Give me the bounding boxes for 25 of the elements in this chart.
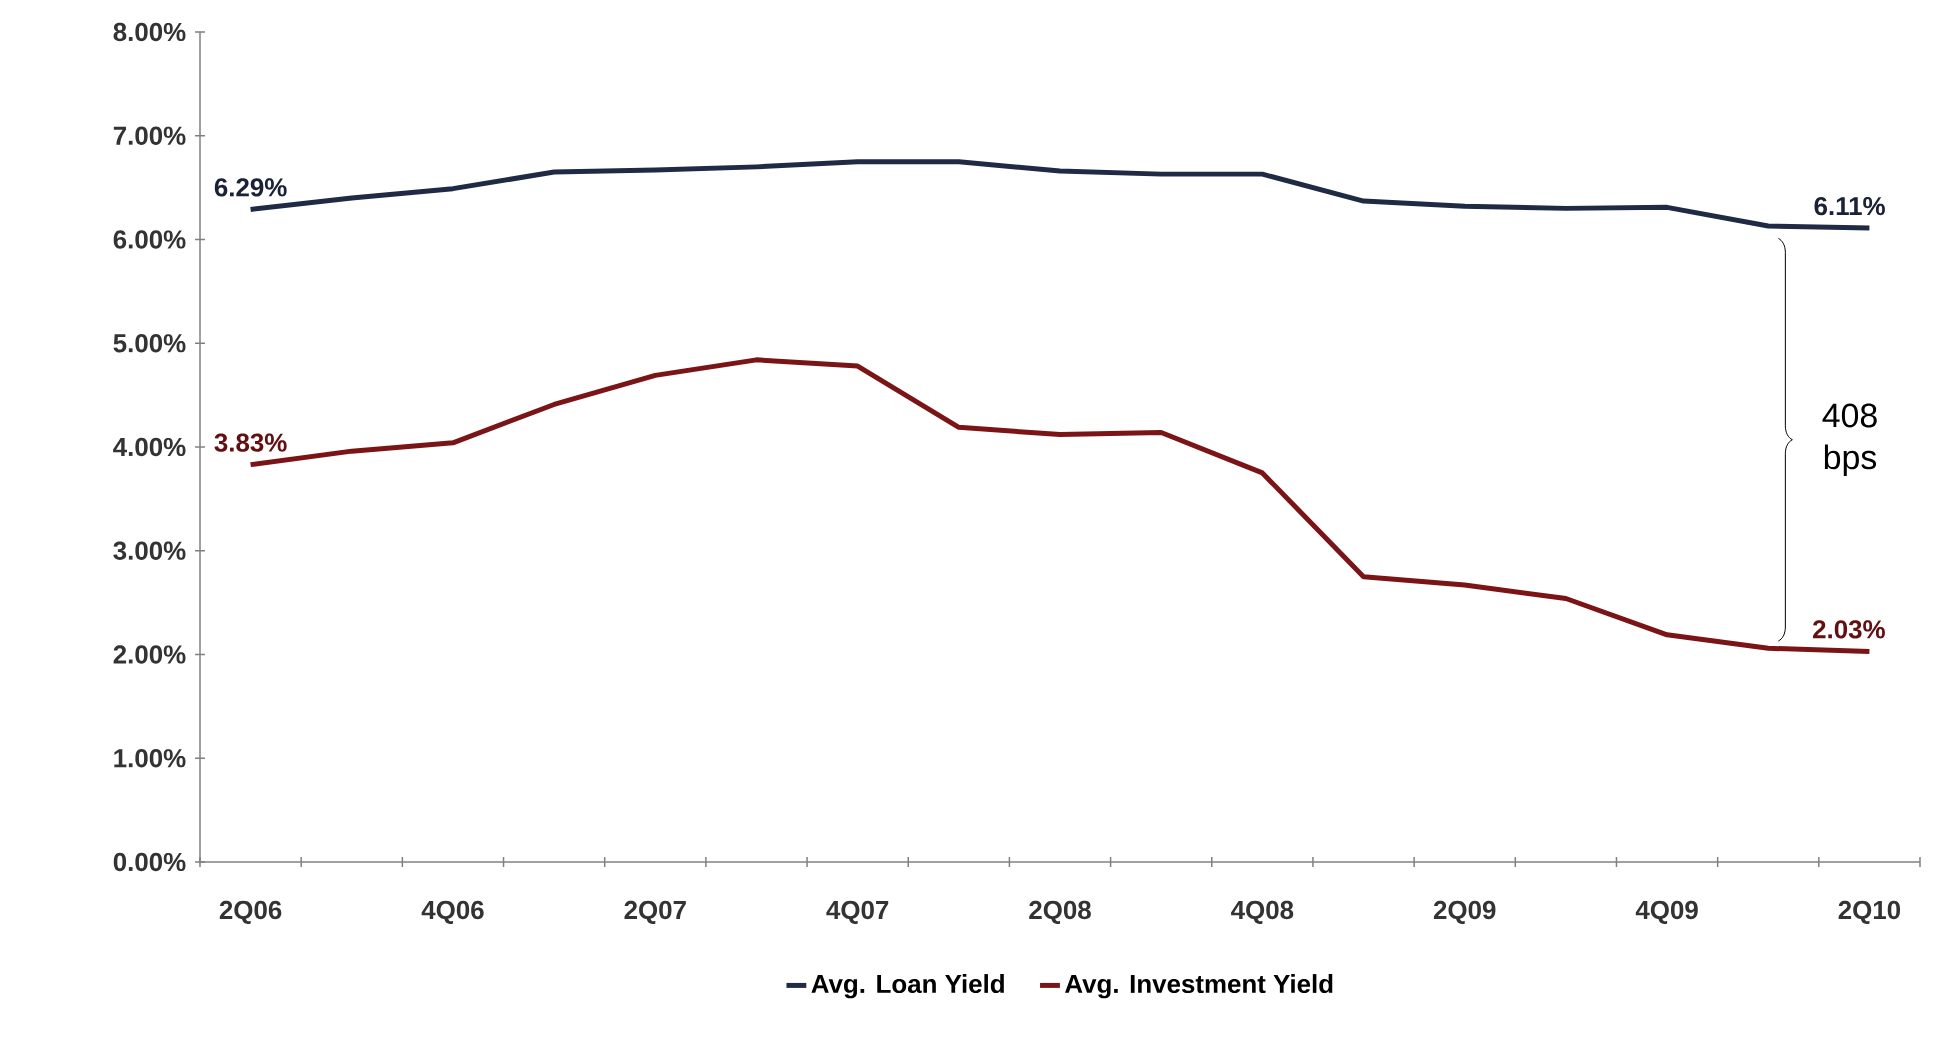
data-label: 6.29% [214, 178, 287, 197]
x-tick-label: 2Q07 [624, 900, 686, 925]
data-label: 2.03% [1813, 620, 1885, 639]
x-tick-label: 2Q10 [1838, 900, 1901, 925]
y-tick-label: 1.00% [114, 749, 186, 768]
y-tick-label: 4.00% [113, 437, 186, 457]
x-tick-label: 4Q06 [421, 900, 484, 925]
y-tick-label: 8.00% [113, 22, 186, 42]
data-label: 6.11% [1814, 196, 1885, 216]
x-tick-label: 4Q08 [1231, 900, 1294, 925]
x-tick-label: 2Q09 [1433, 900, 1496, 925]
x-tick-label: 2Q08 [1029, 900, 1091, 925]
y-tick-label: 0.00% [113, 852, 186, 872]
y-tick-label: 7.00% [113, 126, 186, 145]
annotation: 408 bps [1822, 403, 1877, 476]
y-tick-label: 3.00% [113, 541, 186, 560]
x-tick-label: 4Q07 [826, 900, 889, 925]
x-tick-label: 2Q06 [219, 900, 282, 925]
y-tick-label: 2.00% [113, 645, 186, 664]
legend-label: Avg. Investment Yield [1065, 974, 1333, 999]
legend-label: Avg. Loan Yield [811, 974, 1004, 999]
x-tick-label: 4Q09 [1635, 900, 1698, 925]
y-tick-label: 5.00% [113, 334, 186, 353]
data-label: 3.83% [214, 433, 287, 452]
y-tick-label: 6.00% [113, 230, 186, 249]
